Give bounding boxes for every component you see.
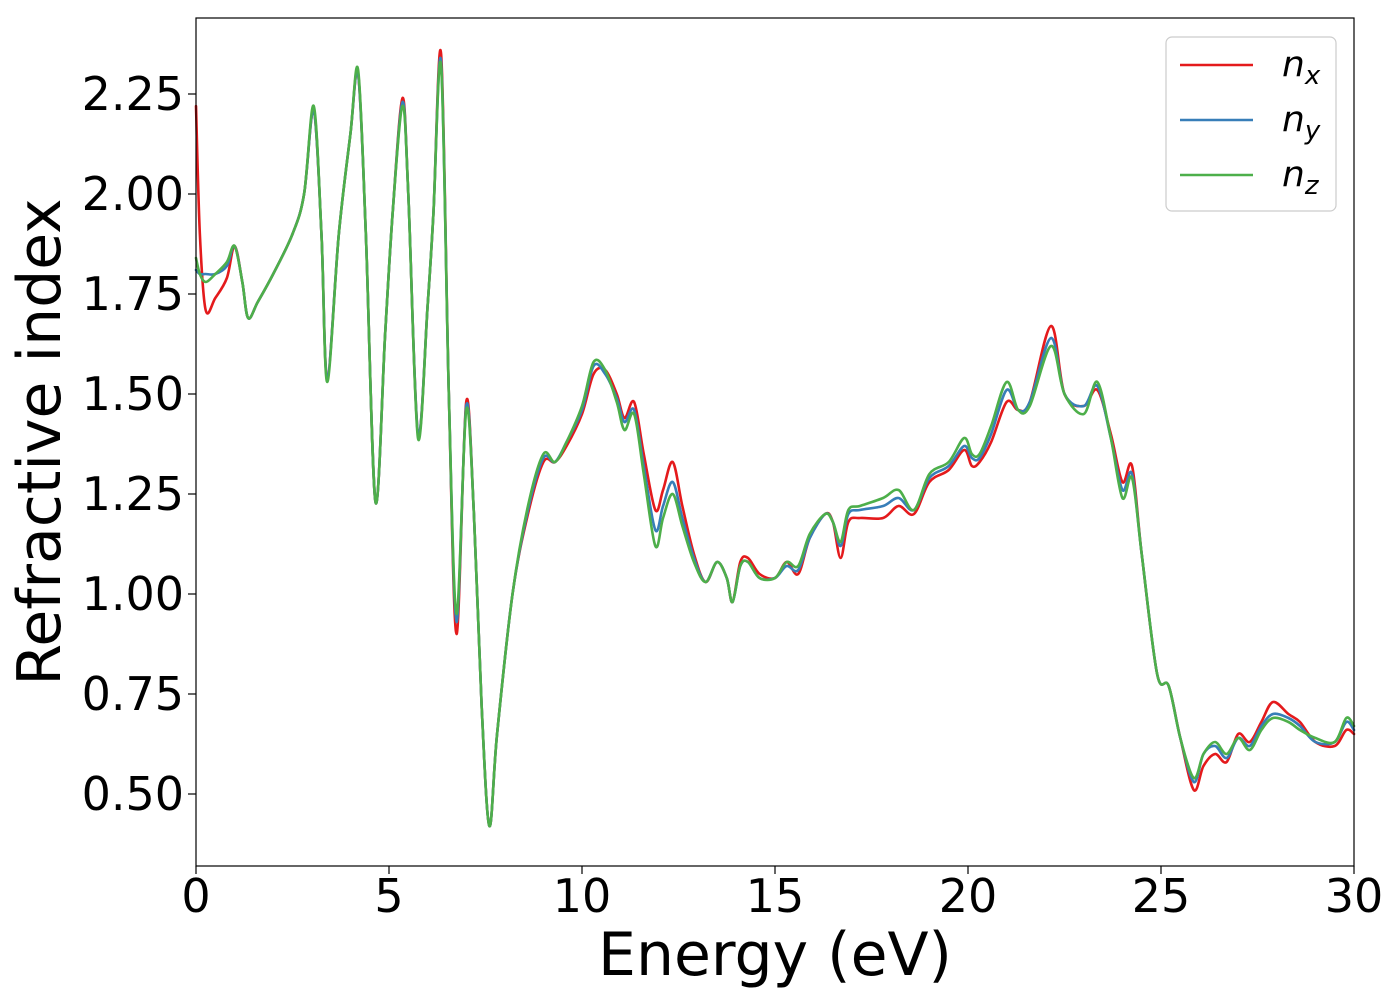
legend-items: nx ny nz [1180,44,1321,201]
x-tick-label: 25 [1132,869,1191,923]
y-tick-label: 1.50 [82,367,184,421]
x-tick-label: 15 [746,869,805,923]
y-tick-label: 2.00 [82,167,184,221]
legend-item-ny: ny [1180,99,1321,146]
x-tick-label: 5 [374,869,403,923]
legend-item-nx: nx [1180,44,1321,91]
y-tick-label: 0.75 [82,667,184,721]
y-axis-label: Refractive index [5,198,75,685]
legend-label-ny: ny [1282,99,1321,146]
x-axis: 0 5 10 15 20 25 30 [181,866,1383,923]
legend-label-nx: nx [1282,44,1321,91]
y-tick-label: 1.75 [82,267,184,321]
legend-item-nz: nz [1180,154,1320,201]
x-tick-label: 0 [181,869,210,923]
y-tick-label: 1.25 [82,467,184,521]
series-layer [194,48,1356,828]
x-tick-label: 20 [939,869,998,923]
x-tick-label: 10 [553,869,612,923]
y-tick-label: 2.25 [82,67,184,121]
series-line-nz [194,60,1356,828]
legend-box [1165,36,1337,212]
x-axis-label: Energy (eV) [598,920,952,990]
legend: nx ny nz [1165,36,1337,212]
legend-label-nz: nz [1282,154,1320,201]
y-axis: 0.50 0.75 1.00 1.25 1.50 1.75 2.00 2.25 [82,67,196,821]
y-tick-label: 0.50 [82,767,184,821]
y-tick-label: 1.00 [82,567,184,621]
x-tick-label: 30 [1325,869,1384,923]
